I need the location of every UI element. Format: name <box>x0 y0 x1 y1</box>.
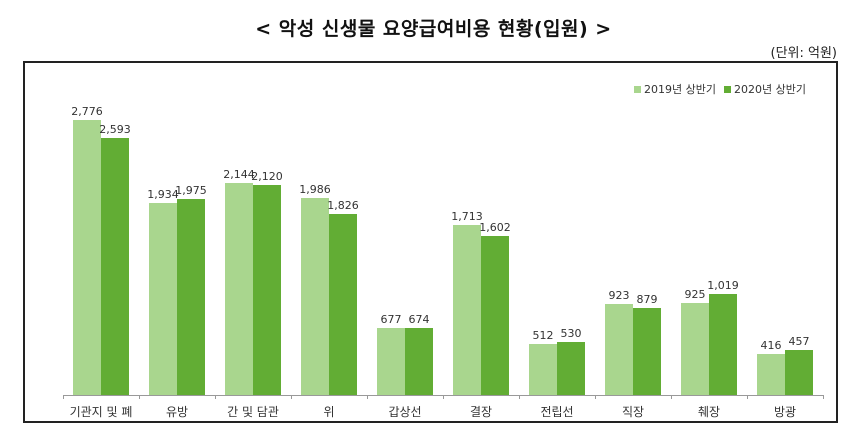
bar-2019 <box>453 225 481 395</box>
bar-group: 512 530 <box>529 63 585 395</box>
chart-title: < 악성 신생물 요양급여비용 현황(입원) > <box>255 18 612 40</box>
data-label: 674 <box>408 313 430 326</box>
x-axis-tick <box>291 395 292 399</box>
legend-item-2020: 2020년 상반기 <box>724 81 806 97</box>
category-label: 직장 <box>621 405 645 419</box>
bar-2020 <box>557 342 585 395</box>
data-label: 923 <box>608 289 630 302</box>
chart-frame: 2019년 상반기 2020년 상반기 2,776 2,593 기관지 및 폐 1,9… <box>23 61 838 423</box>
data-label: 1,934 <box>147 188 179 201</box>
bar-2019 <box>757 354 785 395</box>
bar-group: 925 1,019 <box>681 63 739 395</box>
bar-2020 <box>253 185 281 395</box>
legend-label-2019: 2019년 상반기 <box>644 83 717 96</box>
bar-group: 2,144 2,120 <box>223 63 283 395</box>
data-label: 457 <box>788 335 810 348</box>
plot-area: 2,776 2,593 기관지 및 폐 1,934 1,975 유방 2,144 2,120 간… <box>63 63 824 419</box>
bar-2020 <box>709 294 737 395</box>
bar-group: 1,986 1,826 <box>299 63 359 395</box>
bar-2020 <box>481 236 509 395</box>
legend-swatch-2019 <box>634 85 642 93</box>
data-label: 1,975 <box>175 184 207 197</box>
x-axis-tick <box>139 395 140 399</box>
bar-2019 <box>529 344 557 395</box>
bar-group: 416 457 <box>757 63 813 395</box>
legend-label-2020: 2020년 상반기 <box>734 83 806 96</box>
category-label: 유방 <box>165 405 189 419</box>
bar-2019 <box>73 120 101 395</box>
bar-group: 1,713 1,602 <box>451 63 511 395</box>
data-label: 1,986 <box>299 183 331 196</box>
category-label: 기관지 및 폐 <box>69 405 133 419</box>
x-axis-tick <box>443 395 444 399</box>
bar-2020 <box>405 328 433 395</box>
x-axis-tick <box>215 395 216 399</box>
x-axis-tick <box>823 395 824 399</box>
data-label: 879 <box>636 293 658 306</box>
unit-label: (단위: 억원) <box>770 46 838 61</box>
data-label: 530 <box>560 327 582 340</box>
x-axis-tick <box>63 395 64 399</box>
category-label: 전립선 <box>540 405 574 419</box>
bar-2020 <box>785 350 813 395</box>
data-label: 1,019 <box>707 279 739 292</box>
x-axis-tick <box>671 395 672 399</box>
bar-2019 <box>301 198 329 395</box>
bar-2020 <box>177 199 205 395</box>
x-axis-tick <box>367 395 368 399</box>
category-label: 간 및 담관 <box>227 405 279 419</box>
data-label: 1,602 <box>479 221 511 234</box>
legend: 2019년 상반기 2020년 상반기 <box>634 81 806 97</box>
bar-2019 <box>225 183 253 395</box>
data-label: 2,120 <box>251 170 283 183</box>
legend-item-2019: 2019년 상반기 <box>634 81 716 97</box>
category-label: 위 <box>323 405 335 419</box>
bar-group: 677 674 <box>377 63 433 395</box>
data-label: 512 <box>532 329 554 342</box>
data-label: 1,826 <box>327 199 359 212</box>
bar-group: 923 879 <box>605 63 661 395</box>
bar-2019 <box>605 304 633 395</box>
data-label: 2,144 <box>223 168 255 181</box>
bar-2019 <box>681 303 709 395</box>
x-axis-tick <box>519 395 520 399</box>
data-label: 2,776 <box>71 105 103 118</box>
bar-2020 <box>101 138 129 395</box>
category-label: 췌장 <box>697 405 721 419</box>
bar-group: 1,934 1,975 <box>147 63 207 395</box>
x-axis-tick <box>595 395 596 399</box>
legend-swatch-2020 <box>724 85 732 93</box>
category-label: 결장 <box>469 405 493 419</box>
data-label: 416 <box>760 339 782 352</box>
data-label: 1,713 <box>451 210 483 223</box>
bar-group: 2,776 2,593 <box>71 63 131 395</box>
bar-2019 <box>377 328 405 395</box>
bar-2020 <box>633 308 661 395</box>
category-label: 방광 <box>773 405 797 419</box>
bar-2020 <box>329 214 357 395</box>
category-label: 갑상선 <box>388 405 422 419</box>
data-label: 677 <box>380 313 402 326</box>
data-label: 925 <box>684 288 706 301</box>
x-axis-tick <box>747 395 748 399</box>
bar-2019 <box>149 203 177 395</box>
data-label: 2,593 <box>99 123 131 136</box>
